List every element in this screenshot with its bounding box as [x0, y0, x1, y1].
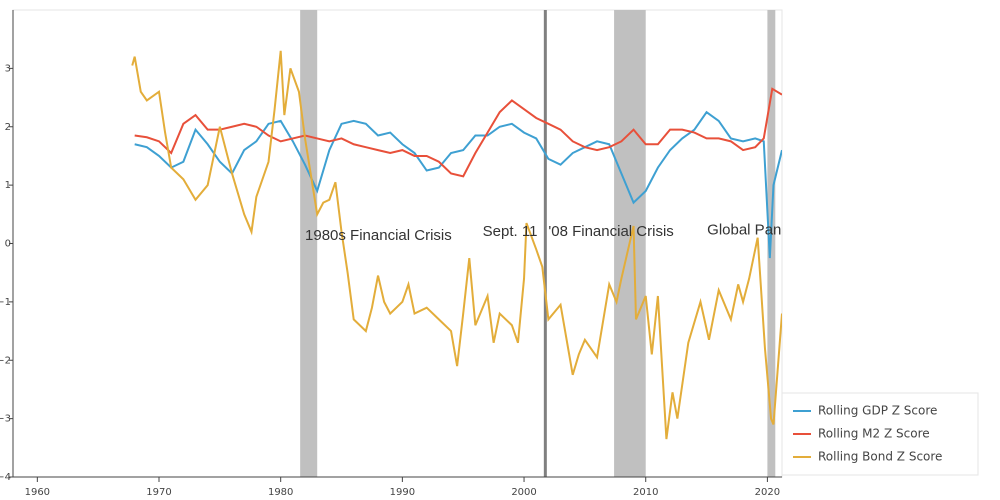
x-tick-label: 2000 [511, 487, 536, 498]
x-tick-label: 1980 [268, 487, 293, 498]
y-tick-label: −4 [0, 472, 11, 483]
legend: Rolling GDP Z Score Rolling M2 Z Score Rol… [781, 392, 979, 476]
annotation: 1980s Financial Crisis [305, 227, 452, 244]
annotation: Global Pan [707, 222, 781, 239]
y-tick-label: 2 [5, 122, 11, 133]
x-tick-label: 2020 [755, 487, 780, 498]
y-tick-label: −1 [0, 297, 11, 308]
series-line [134, 87, 782, 178]
y-tick-label: 3 [5, 63, 11, 74]
plot: 1980s Financial Crisis Sept. 11 '08 Financ… [131, 10, 782, 477]
y-tick-label: −3 [0, 414, 11, 425]
y-tick-label: 0 [5, 239, 11, 250]
x-tick-label: 2010 [633, 487, 658, 498]
legend-label: Rolling Bond Z Score [818, 450, 942, 464]
legend-label: Rolling M2 Z Score [818, 427, 930, 441]
x-tick-label: 1970 [146, 487, 171, 498]
y-tick-label: 1 [5, 180, 11, 191]
annotation: Sept. 11 [483, 223, 538, 240]
y-tick-label: −2 [0, 355, 11, 366]
legend-label: Rolling GDP Z Score [818, 404, 937, 418]
x-tick-label: 1990 [390, 487, 415, 498]
legend-box [781, 392, 979, 476]
series-line [131, 50, 782, 440]
plot-area [12, 9, 783, 478]
annotation: '08 Financial Crisis [548, 223, 673, 240]
axes: −4 −3 −2 −1 0 1 2 3 1960 1970 1980 1990 2000 2010 2020 [0, 10, 782, 498]
x-tick-label: 1960 [25, 487, 50, 498]
